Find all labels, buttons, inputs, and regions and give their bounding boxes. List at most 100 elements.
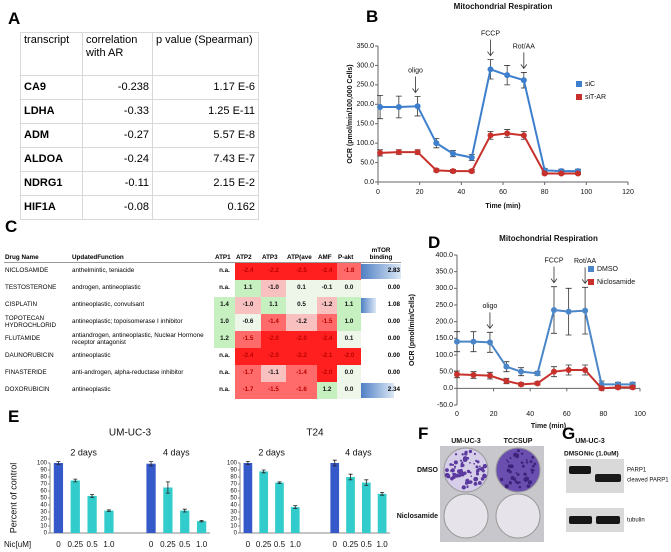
blot-title: UM-UC-3	[575, 438, 605, 445]
bar	[70, 480, 80, 533]
chart-title: Mitochondrial Respiration	[454, 2, 553, 11]
colony	[516, 449, 520, 453]
colony	[519, 481, 521, 484]
colony	[454, 453, 458, 456]
score-cell: 0.0	[337, 365, 361, 382]
y-tick-label: 40	[230, 503, 237, 509]
annotation: FCCP	[481, 30, 500, 37]
data-point	[518, 381, 525, 388]
transcript-cell: LDHA	[20, 99, 83, 124]
data-point	[454, 338, 460, 345]
data-point	[414, 149, 421, 156]
x-tick-label: 0.5	[179, 540, 191, 549]
annotation: Rot/AA	[513, 43, 536, 50]
data-point	[582, 367, 589, 373]
data-point	[450, 168, 456, 175]
score-cell: -1.0	[235, 297, 261, 314]
y-tick-label: 40	[40, 503, 47, 509]
y-tick-label: 100.0	[356, 140, 374, 147]
header-cell: UpdatedFunction	[71, 245, 214, 263]
score-cell: -2.0	[286, 331, 317, 348]
colony	[461, 485, 466, 490]
x-tick-label: 100	[580, 189, 592, 196]
series-line	[380, 132, 578, 175]
mtor-bar	[361, 383, 395, 398]
score-cell: n.a.	[214, 382, 235, 399]
annotation: oligo	[483, 303, 498, 310]
panel-label: F	[418, 424, 429, 443]
y-tick-label: 0	[44, 531, 48, 537]
colony	[515, 472, 518, 474]
annotation-arrow	[486, 312, 494, 329]
colony	[451, 463, 455, 466]
row-label: DMSO	[417, 467, 439, 474]
x-tick-label: 0	[246, 540, 251, 549]
score-cell: -2.0	[261, 331, 286, 348]
x-tick-label: 0	[376, 189, 380, 196]
x-tick-label: 20	[416, 189, 424, 196]
score-cell: 1.1	[337, 297, 361, 314]
colony	[526, 484, 531, 488]
plate	[495, 493, 541, 539]
colony	[445, 468, 449, 473]
y-tick-label: 0	[234, 531, 238, 537]
y-tick-label: 10	[40, 524, 47, 530]
drug-name: TOPOTECAN HYDROCHLORID	[5, 314, 57, 329]
score-cell: -1.4	[261, 314, 286, 331]
chart-title: Mitochondrial Respiration	[499, 234, 598, 243]
header-row: transcript correlation with AR p value (Sp…	[20, 32, 259, 76]
header-cell: AMF	[317, 245, 337, 263]
annotation-arrow	[581, 267, 589, 284]
colony	[515, 453, 520, 458]
colony	[533, 462, 537, 466]
annotation-arrow	[412, 76, 419, 94]
score-cell: -1.7	[235, 365, 261, 382]
y-tick-label: 100	[227, 461, 238, 467]
score-cell: 0.1	[286, 280, 317, 297]
row: TESTOSTERONE androgen, antineoplastic n.a.…	[4, 280, 401, 297]
data-point	[520, 132, 527, 139]
value-cell: 0.162	[152, 195, 259, 220]
column-label: TCCSUP	[504, 438, 533, 445]
panel-label: B	[366, 7, 379, 26]
band-label: tubulin	[627, 518, 645, 524]
y-tick-label: 100	[37, 461, 48, 467]
y-tick-label: 200.0	[435, 319, 453, 326]
value-cell: 5.57 E-8	[152, 123, 259, 148]
chart-e-umuc3: UM-UC-3 Percent of control Nic[uM] 2 days 4 …	[4, 428, 210, 549]
colony	[499, 477, 504, 482]
row: NICLOSAMIDE anthelmintic, teniacide n.a. -2…	[4, 262, 401, 280]
column-label: UM-UC-3	[451, 438, 481, 445]
x-tick-label: 0.25	[256, 540, 272, 549]
y-tick-label: 30	[40, 510, 47, 516]
data-point	[377, 104, 384, 111]
score-cell: -1.2	[317, 297, 337, 314]
legend-label: Niclosamide	[597, 279, 635, 286]
score-cell: -2.4	[317, 331, 337, 348]
colony	[453, 465, 457, 468]
colony	[512, 477, 517, 481]
score-cell: 0.0	[337, 382, 361, 399]
row: DOXORUBICIN antineoplastic n.a. -1.7 -1.5 -1.…	[4, 382, 401, 399]
drug-function: anti-androgen, alpha-reductase inhibitor	[72, 369, 184, 377]
colony	[527, 480, 533, 485]
annotation-arrow	[487, 39, 494, 57]
colony	[531, 471, 534, 474]
panel-label: A	[8, 9, 21, 28]
colony	[531, 455, 535, 459]
blot-band	[569, 516, 592, 524]
data-point	[487, 66, 494, 73]
error-bar	[165, 481, 170, 494]
data-point	[550, 368, 557, 375]
colony	[451, 475, 456, 480]
mtor-cell: 0.00	[361, 365, 401, 382]
colony	[532, 469, 535, 472]
y-tick-label: 70	[40, 482, 47, 488]
mtor-bar	[361, 298, 377, 313]
x-tick-label: 0.25	[343, 540, 359, 549]
y-tick-label: 0.0	[364, 179, 374, 186]
plate	[443, 493, 489, 539]
header-cell: p value (Spearman)	[152, 32, 259, 76]
colony	[524, 473, 527, 476]
colony	[446, 474, 451, 479]
